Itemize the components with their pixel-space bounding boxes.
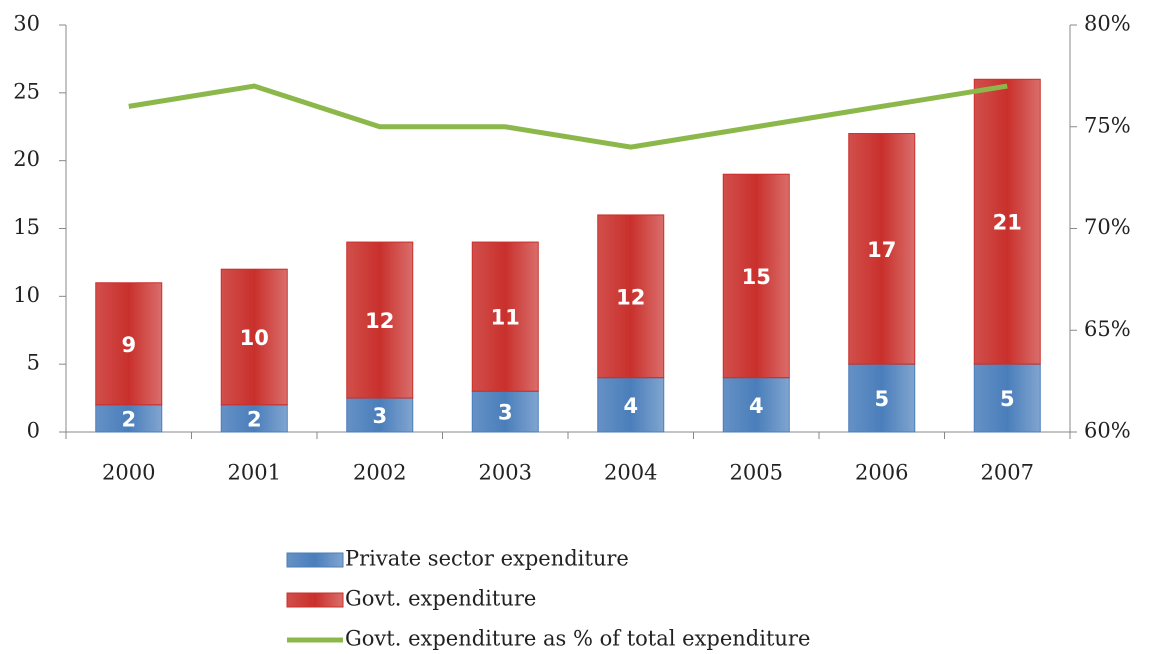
data-label: 2: [121, 407, 136, 431]
y2-tick-label: 80%: [1084, 12, 1131, 36]
legend-swatch: [286, 592, 344, 608]
x-tick-label: 2002: [353, 461, 406, 485]
x-tick-label: 2005: [730, 461, 783, 485]
y2-tick-label: 75%: [1084, 113, 1131, 137]
bar-segment: [95, 282, 163, 406]
data-label: 12: [365, 309, 394, 333]
x-tick-label: 2003: [479, 461, 532, 485]
bar-segment: [346, 241, 414, 399]
legend-swatch: [286, 552, 344, 568]
data-label: 15: [742, 265, 771, 289]
y-tick-label: 5: [27, 351, 40, 375]
bar-segment: [220, 404, 288, 433]
x-tick-label: 2006: [855, 461, 908, 485]
data-label: 17: [867, 238, 896, 262]
data-label: 2: [247, 407, 262, 431]
y-tick-label: 25: [13, 79, 40, 103]
bar-segment: [722, 173, 790, 379]
x-tick-label: 2000: [102, 461, 155, 485]
bar-segment: [95, 404, 163, 433]
y-tick-label: 15: [13, 215, 40, 239]
bar-segment: [848, 363, 916, 433]
data-label: 12: [616, 285, 645, 309]
data-label: 9: [121, 333, 136, 357]
y2-tick-label: 60%: [1084, 419, 1131, 443]
bar-segment: [973, 78, 1041, 365]
bar-segment: [848, 133, 916, 365]
data-label: 10: [240, 326, 269, 350]
y-tick-label: 10: [13, 283, 40, 307]
data-label: 21: [993, 211, 1022, 235]
y-tick-label: 20: [13, 147, 40, 171]
bar-segment: [220, 268, 288, 406]
y2-tick-label: 70%: [1084, 215, 1131, 239]
x-tick-label: 2007: [981, 461, 1034, 485]
y-tick-label: 0: [27, 419, 40, 443]
bar-segment: [597, 214, 665, 379]
data-label: 3: [498, 401, 513, 425]
legend-label: Govt. expenditure: [345, 587, 536, 611]
x-tick-label: 2004: [604, 461, 657, 485]
line: [128, 83, 1008, 150]
bar-segment: [973, 363, 1041, 433]
y2-tick-label: 65%: [1084, 317, 1131, 341]
data-label: 11: [491, 306, 520, 330]
bar-segment: [722, 377, 790, 433]
data-label: 4: [623, 394, 638, 418]
bar-segment: [471, 241, 539, 392]
y-tick-label: 30: [13, 12, 40, 36]
x-tick-label: 2001: [228, 461, 281, 485]
data-label: 4: [749, 394, 764, 418]
data-label: 5: [874, 387, 889, 411]
legend-label: Govt. expenditure as % of total expendit…: [345, 627, 810, 651]
data-label: 3: [372, 404, 387, 428]
legend-label: Private sector expenditure: [345, 547, 629, 571]
data-label: 5: [1000, 387, 1015, 411]
